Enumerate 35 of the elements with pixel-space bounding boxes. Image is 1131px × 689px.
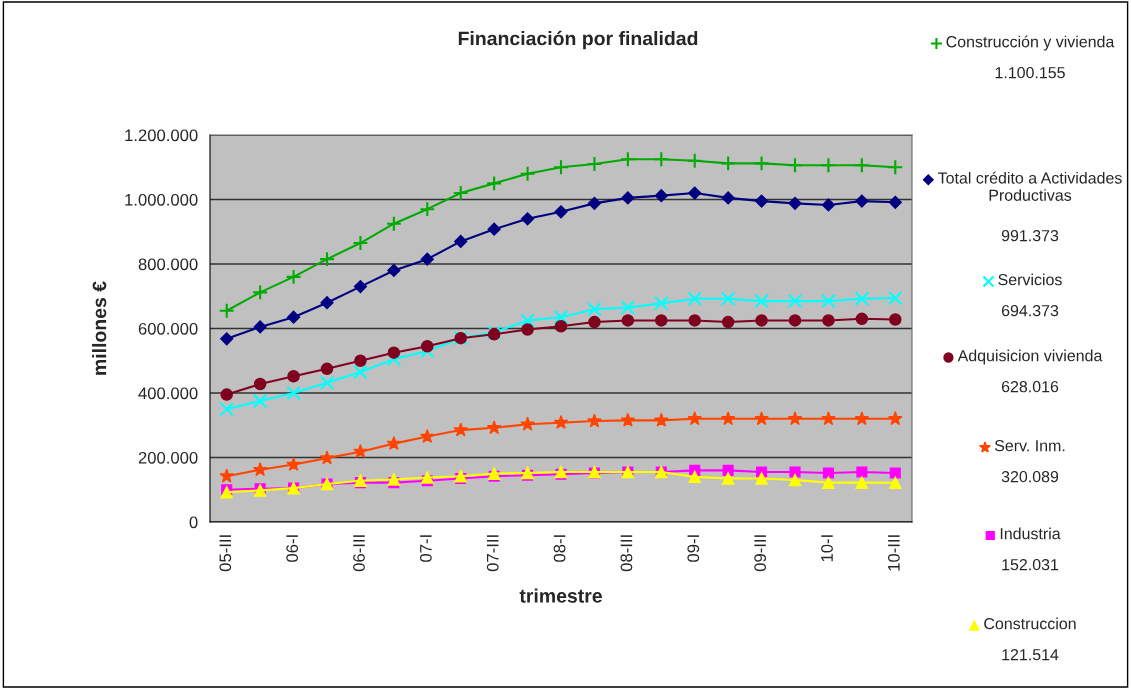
x-tick-label: 10-III <box>887 535 900 571</box>
y-tick-label: 600.000 <box>138 322 198 335</box>
y-tick-label: 1.000.000 <box>125 193 198 206</box>
legend-label: Servicios <box>998 273 1062 286</box>
chart-title: Financiación por finalidad <box>458 30 698 50</box>
legend-label: Serv. Inm. <box>994 439 1065 452</box>
text: 1.100.155 <box>995 66 1065 79</box>
text: 320.089 <box>1001 470 1059 483</box>
x-tick-label: 07-I <box>419 535 432 562</box>
y-tick-label: 1.200.000 <box>125 129 198 142</box>
legend-label: Total crédito a Actividades Productivas <box>938 171 1122 201</box>
x-axis-title: trimestre <box>519 588 602 603</box>
x-tick-label: 10-I <box>821 535 833 562</box>
y-tick-label: 200.000 <box>138 451 198 464</box>
text: 152.031 <box>1002 558 1059 571</box>
y-tick-label: 0 <box>189 516 198 529</box>
y-tick-label: 400.000 <box>138 387 198 400</box>
y-tick-label: 800.000 <box>138 258 198 271</box>
x-tick-label: 05-III <box>219 535 232 572</box>
x-tick-label: 06-III <box>353 535 365 572</box>
legend-label: Construcción y vivienda <box>946 35 1115 51</box>
x-tick-label: 06-I <box>286 535 299 562</box>
x-tick-label: 09-I <box>687 535 700 562</box>
y-axis-title: millones € <box>92 281 107 375</box>
x-tick-label: 09-III <box>754 535 767 572</box>
text: 991.373 <box>1001 229 1059 242</box>
x-tick-label: 08-I <box>553 535 566 562</box>
legend-label: Industria <box>1000 527 1061 540</box>
text: 694.373 <box>1001 304 1059 317</box>
legend-label: Construccion <box>984 617 1076 630</box>
text: 628.016 <box>1001 380 1059 393</box>
text: 121.514 <box>1002 648 1059 661</box>
x-tick-label: 07-III <box>486 535 499 572</box>
legend-label: Adquisicion vivienda <box>957 349 1103 365</box>
x-tick-label: 08-III <box>620 535 633 572</box>
